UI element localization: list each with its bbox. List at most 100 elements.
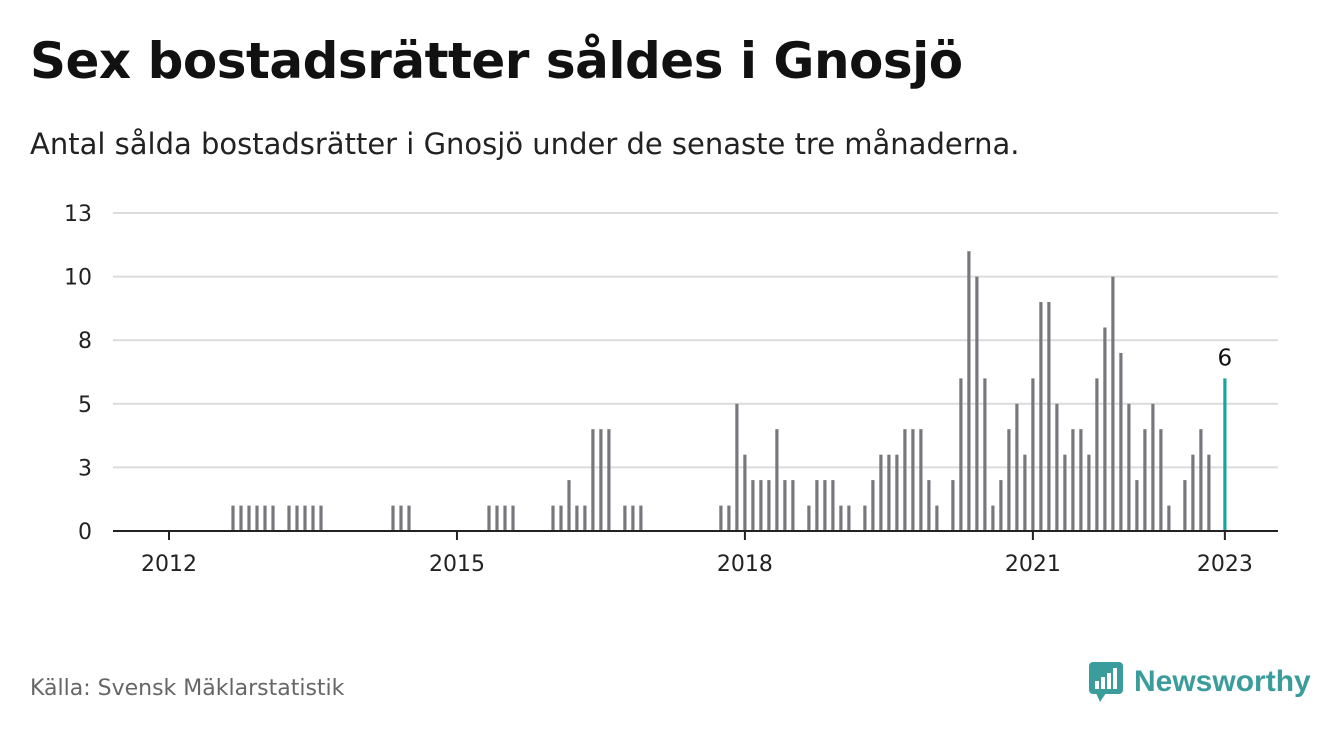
bar <box>1023 454 1027 531</box>
bar <box>895 454 899 531</box>
bar <box>311 505 315 531</box>
bar <box>911 429 915 531</box>
bars <box>231 251 1227 531</box>
bar <box>551 505 555 531</box>
bar <box>967 251 971 531</box>
bar-chart: 0 3 5 8 10 13 2012 2015 2018 2021 2023 6 <box>64 202 1278 577</box>
bar <box>1007 429 1011 531</box>
bar <box>247 505 251 531</box>
bar <box>303 505 307 531</box>
bar <box>399 505 403 531</box>
bar <box>975 276 979 531</box>
bar <box>287 505 291 531</box>
bar <box>1159 429 1163 531</box>
bar <box>391 505 395 531</box>
chart-subtitle: Antal sålda bostadsrätter i Gnosjö under… <box>30 127 1020 161</box>
bar <box>511 505 515 531</box>
bar <box>631 505 635 531</box>
gridlines <box>113 212 1278 469</box>
y-tick-label: 3 <box>78 456 92 481</box>
bar <box>887 454 891 531</box>
bar <box>503 505 507 531</box>
bar <box>807 505 811 531</box>
bar <box>231 505 235 531</box>
bar <box>263 505 267 531</box>
bar <box>239 505 243 531</box>
bar <box>951 480 955 531</box>
bar <box>607 429 611 531</box>
bar <box>1111 276 1115 531</box>
bar <box>863 505 867 531</box>
bar <box>567 480 571 531</box>
x-tick-label: 2021 <box>1005 552 1061 577</box>
newsworthy-logo-icon <box>1089 662 1123 702</box>
bar <box>407 505 411 531</box>
bar <box>719 505 723 531</box>
newsworthy-logo: Newsworthy <box>1088 660 1311 704</box>
bar <box>487 505 491 531</box>
bar <box>1015 403 1019 531</box>
bar <box>759 480 763 531</box>
bar <box>815 480 819 531</box>
bar <box>271 505 275 531</box>
y-tick-label: 10 <box>64 266 92 291</box>
bar <box>983 378 987 531</box>
bar <box>591 429 595 531</box>
bar <box>1047 302 1051 531</box>
bar <box>935 505 939 531</box>
bar <box>823 480 827 531</box>
bar <box>1031 378 1035 531</box>
bar <box>583 505 587 531</box>
y-tick-label: 13 <box>64 202 92 227</box>
bar <box>991 505 995 531</box>
bar <box>1039 302 1043 531</box>
bar <box>1087 454 1091 531</box>
bar <box>919 429 923 531</box>
bar <box>1103 327 1107 531</box>
labels: 0 3 5 8 10 13 2012 2015 2018 2021 2023 6 <box>64 202 1253 577</box>
bar <box>767 480 771 531</box>
bar <box>1055 403 1059 531</box>
bar <box>1151 403 1155 531</box>
bar <box>1191 454 1195 531</box>
bar <box>1199 429 1203 531</box>
x-axis <box>113 530 1278 540</box>
bar <box>751 480 755 531</box>
bar <box>735 403 739 531</box>
bar <box>959 378 963 531</box>
bar <box>791 480 795 531</box>
bar <box>783 480 787 531</box>
newsworthy-logo-text: Newsworthy <box>1134 665 1311 698</box>
bar <box>559 505 563 531</box>
source-note: Källa: Svensk Mäklarstatistik <box>30 676 345 701</box>
bar <box>879 454 883 531</box>
bar <box>775 429 779 531</box>
y-tick-label: 8 <box>78 329 92 354</box>
y-tick-label: 0 <box>78 520 92 545</box>
bar <box>295 505 299 531</box>
bar <box>727 505 731 531</box>
bar <box>1127 403 1131 531</box>
x-tick-label: 2023 <box>1197 552 1253 577</box>
bar <box>847 505 851 531</box>
data-label: 6 <box>1218 345 1233 371</box>
bar <box>999 480 1003 531</box>
bar <box>831 480 835 531</box>
bar <box>1095 378 1099 531</box>
y-tick-label: 5 <box>78 393 92 418</box>
bar-highlight <box>1223 378 1227 531</box>
bar <box>1135 480 1139 531</box>
bar <box>927 480 931 531</box>
bar <box>743 454 747 531</box>
bar <box>319 505 323 531</box>
bar <box>255 505 259 531</box>
bar <box>839 505 843 531</box>
x-tick-label: 2012 <box>141 552 197 577</box>
chart-title: Sex bostadsrätter såldes i Gnosjö <box>30 32 963 90</box>
bar <box>1071 429 1075 531</box>
bar <box>871 480 875 531</box>
x-tick-label: 2015 <box>429 552 485 577</box>
bar <box>1183 480 1187 531</box>
bar <box>1207 454 1211 531</box>
x-tick-label: 2018 <box>717 552 773 577</box>
